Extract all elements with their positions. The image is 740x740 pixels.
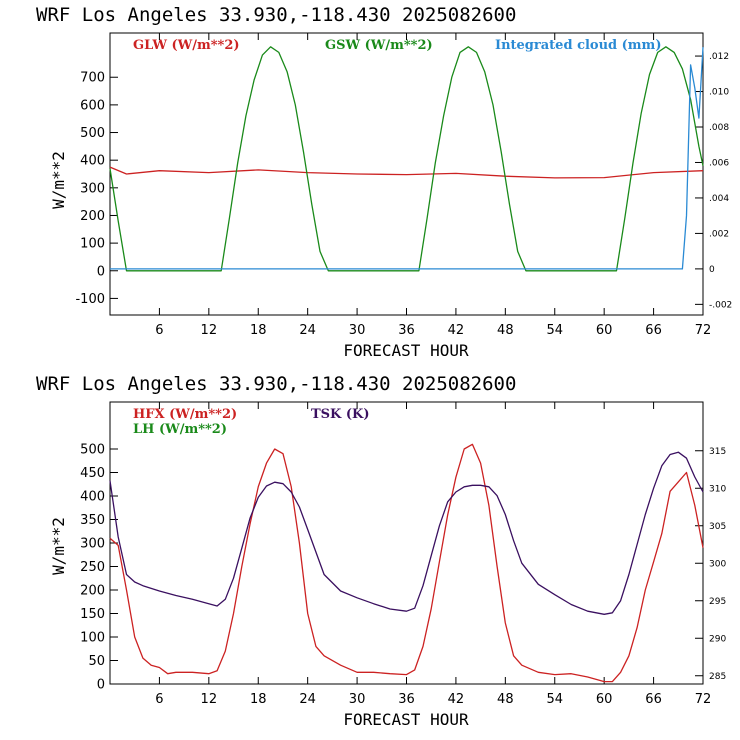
- series-line-2: [109, 451, 704, 615]
- series-line-1: [109, 46, 704, 272]
- x-tick-label: 48: [497, 323, 514, 338]
- panel-1-y-label: W/m**2: [49, 151, 68, 209]
- x-tick-label: 66: [645, 323, 662, 338]
- y2-tick-label: 0: [709, 265, 715, 275]
- x-tick-label: 18: [250, 692, 267, 707]
- x-tick-label: 12: [201, 692, 218, 707]
- y-tick-label: 600: [80, 98, 105, 113]
- x-tick-label: 42: [448, 323, 465, 338]
- y2-tick-label: .008: [709, 123, 729, 133]
- y-tick-label: 250: [80, 560, 105, 575]
- series-line-0: [109, 166, 704, 179]
- y2-tick-label: 285: [709, 672, 726, 682]
- y2-tick-label: .006: [709, 158, 729, 168]
- x-tick-label: 60: [596, 323, 613, 338]
- panel-2-legend-lh: LH (W/m**2): [133, 422, 227, 437]
- panel-2-x-label: FORECAST HOUR: [343, 710, 469, 729]
- x-tick-label: 24: [299, 692, 316, 707]
- y-tick-label: 350: [80, 513, 105, 528]
- panel-2-x-axis: 6 12 18 24 30 36 42 48 54 60 66 72: [155, 402, 711, 707]
- y2-tick-label: 315: [709, 447, 726, 457]
- x-tick-label: 54: [546, 692, 563, 707]
- x-tick-label: 6: [155, 323, 163, 338]
- panel-2-y-label: W/m**2: [49, 517, 68, 575]
- y-tick-label: 450: [80, 466, 105, 481]
- panel-1: WRF Los Angeles 33.930,-118.430 20250826…: [36, 4, 732, 360]
- series-line-0: [109, 443, 704, 683]
- panel-2-series: [109, 443, 704, 683]
- panel-2-legend-tsk: TSK (K): [311, 407, 370, 422]
- y-tick-label: 150: [80, 607, 105, 622]
- y-tick-label: 300: [80, 181, 105, 196]
- x-tick-label: 36: [398, 323, 415, 338]
- y2-tick-label: 290: [709, 634, 726, 644]
- panel-1-y2-axis: -.002 0 .002 .004 .006 .008 .010 .012: [695, 52, 732, 310]
- panel-1-legend-glw: GLW (W/m**2): [133, 38, 240, 53]
- panel-2-y-axis: 0 50 100 150 200 250 300 350 400 450 500: [80, 443, 118, 693]
- x-tick-label: 36: [398, 692, 415, 707]
- y-tick-label: 300: [80, 537, 105, 552]
- series-line-2: [110, 47, 704, 270]
- panel-1-series: [109, 46, 704, 272]
- y2-tick-label: 310: [709, 484, 726, 494]
- x-tick-label: 18: [250, 323, 267, 338]
- y2-tick-label: 305: [709, 522, 726, 532]
- panel-1-x-axis: 6 12 18 24 30 36 42 48 54 60 66 72: [155, 33, 711, 338]
- y-tick-label: -100: [75, 292, 105, 307]
- x-tick-label: 72: [695, 323, 712, 338]
- y-tick-label: 500: [80, 443, 105, 458]
- y2-tick-label: 300: [709, 559, 726, 569]
- panel-1-title: WRF Los Angeles 33.930,-118.430 20250826…: [36, 4, 516, 26]
- panel-1-legend-gsw: GSW (W/m**2): [325, 38, 433, 53]
- y-tick-label: 400: [80, 154, 105, 169]
- panel-1-y-axis: -100 0 100 200 300 400 500 600 700: [75, 71, 118, 307]
- y2-tick-label: -.002: [709, 300, 732, 310]
- panel-2: WRF Los Angeles 33.930,-118.430 20250826…: [36, 373, 726, 729]
- x-tick-label: 30: [349, 692, 366, 707]
- x-tick-label: 42: [448, 692, 465, 707]
- x-tick-label: 6: [155, 692, 163, 707]
- y-tick-label: 500: [80, 126, 105, 141]
- x-tick-label: 48: [497, 692, 514, 707]
- y-tick-label: 200: [80, 584, 105, 599]
- y2-tick-label: .002: [709, 229, 729, 239]
- panel-2-plot-frame: [109, 401, 704, 685]
- x-tick-label: 72: [695, 692, 712, 707]
- x-tick-label: 66: [645, 692, 662, 707]
- panel-1-legend-cloud: Integrated cloud (mm): [495, 38, 661, 53]
- y2-tick-label: .004: [709, 194, 729, 204]
- y-tick-label: 0: [97, 264, 105, 279]
- x-tick-label: 24: [299, 323, 316, 338]
- panel-1-x-label: FORECAST HOUR: [343, 341, 469, 360]
- x-tick-label: 54: [546, 323, 563, 338]
- y-tick-label: 0: [97, 678, 105, 693]
- y-tick-label: 200: [80, 209, 105, 224]
- y-tick-label: 400: [80, 490, 105, 505]
- x-tick-label: 30: [349, 323, 366, 338]
- y-tick-label: 100: [80, 237, 105, 252]
- panel-2-title: WRF Los Angeles 33.930,-118.430 20250826…: [36, 373, 516, 395]
- y-tick-label: 700: [80, 71, 105, 86]
- panel-2-legend-hfx: HFX (W/m**2): [133, 407, 237, 422]
- y2-tick-label: .010: [709, 88, 729, 98]
- x-tick-label: 60: [596, 692, 613, 707]
- x-tick-label: 12: [201, 323, 218, 338]
- y-tick-label: 100: [80, 631, 105, 646]
- y2-tick-label: 295: [709, 597, 726, 607]
- y2-tick-label: .012: [709, 52, 729, 62]
- y-tick-label: 50: [88, 654, 105, 669]
- panel-2-y2-axis: 285 290 295 300 305 310 315: [695, 447, 726, 682]
